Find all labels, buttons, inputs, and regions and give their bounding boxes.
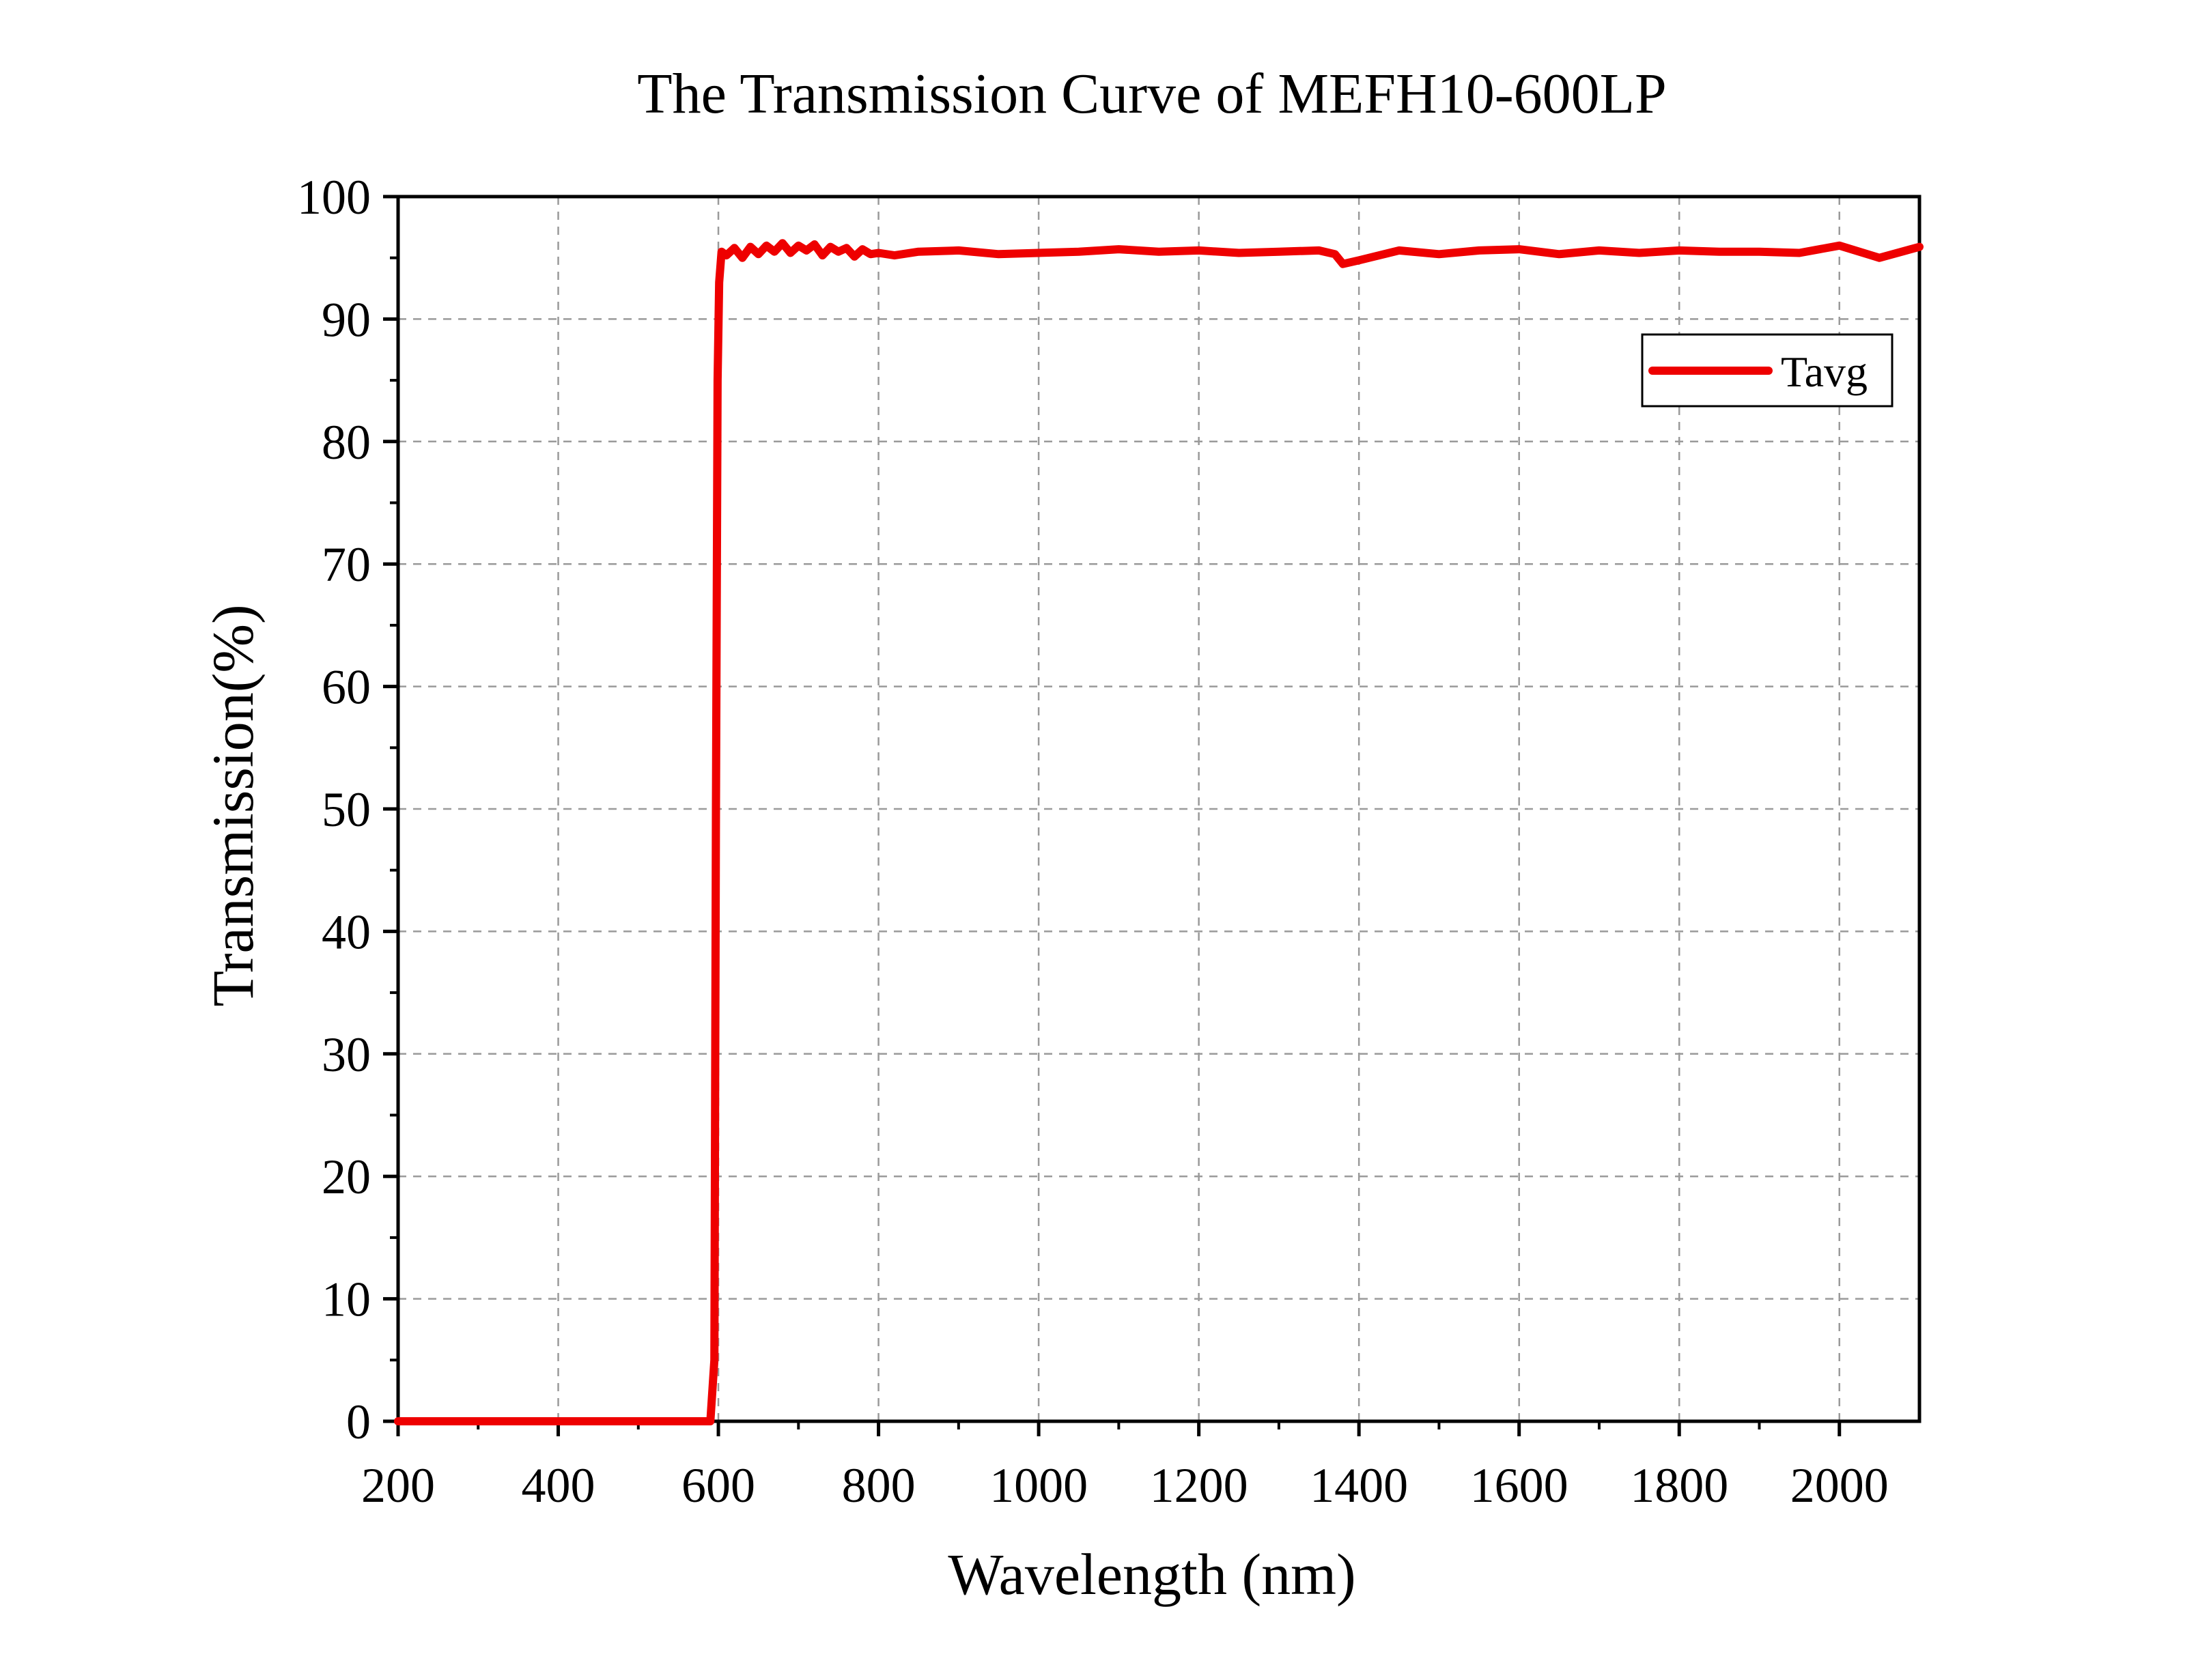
chart-title: The Transmission Curve of MEFH10-600LP	[637, 62, 1666, 126]
x-tick-label: 1600	[1470, 1458, 1568, 1513]
y-tick-label: 0	[346, 1395, 371, 1449]
x-tick-label: 1000	[989, 1458, 1088, 1513]
x-axis-title: Wavelength (nm)	[948, 1541, 1355, 1607]
y-tick-label: 50	[322, 782, 371, 837]
x-tick-label: 2000	[1790, 1458, 1889, 1513]
x-tick-label: 1800	[1630, 1458, 1728, 1513]
y-tick-label: 80	[322, 415, 371, 470]
y-tick-label: 100	[297, 170, 371, 225]
x-tick-label: 1400	[1310, 1458, 1408, 1513]
y-tick-label: 40	[322, 905, 371, 959]
axes: 200 400 600 800 1000 1200 1400 1600 1800 2000 0 10 2…	[297, 170, 1889, 1513]
legend-label: Tavg	[1781, 347, 1868, 396]
y-axis-title: Transmission(%)	[200, 604, 266, 1006]
y-tick-label: 20	[322, 1150, 371, 1204]
y-tick-label: 90	[322, 292, 371, 347]
x-tick-label: 400	[522, 1458, 595, 1513]
x-tick-label: 1200	[1150, 1458, 1248, 1513]
y-tick-label: 70	[322, 537, 371, 592]
y-tick-label: 30	[322, 1027, 371, 1082]
y-tick-label: 60	[322, 660, 371, 715]
legend: Tavg	[1641, 333, 1894, 408]
grid-lines	[398, 197, 1919, 1421]
series-line-tavg	[394, 239, 1924, 1425]
x-tick-label: 200	[361, 1458, 435, 1513]
x-tick-label: 600	[681, 1458, 755, 1513]
y-tick-label: 10	[322, 1272, 371, 1327]
x-tick-label: 800	[842, 1458, 916, 1513]
